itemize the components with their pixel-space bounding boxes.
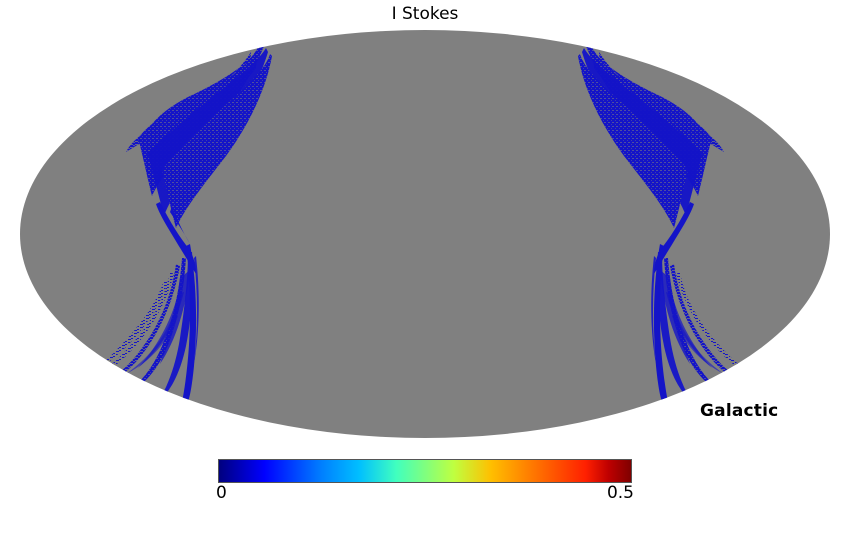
colorbar-max-label: 0.5 [606,483,634,503]
scan-coverage-right-lobe [578,44,772,402]
colorbar-gradient [218,459,632,483]
colorbar-min-label: 0 [216,483,227,503]
coordinate-system-label: Galactic [700,401,779,421]
mollweide-sky-map[interactable] [20,30,830,438]
page-title: I Stokes [391,4,459,24]
masked-sky-region [20,30,830,438]
sky-map-svg [20,30,830,438]
scan-coverage-group [76,44,772,402]
colorbar[interactable] [218,459,632,483]
scan-coverage-left-lobe [76,44,272,402]
